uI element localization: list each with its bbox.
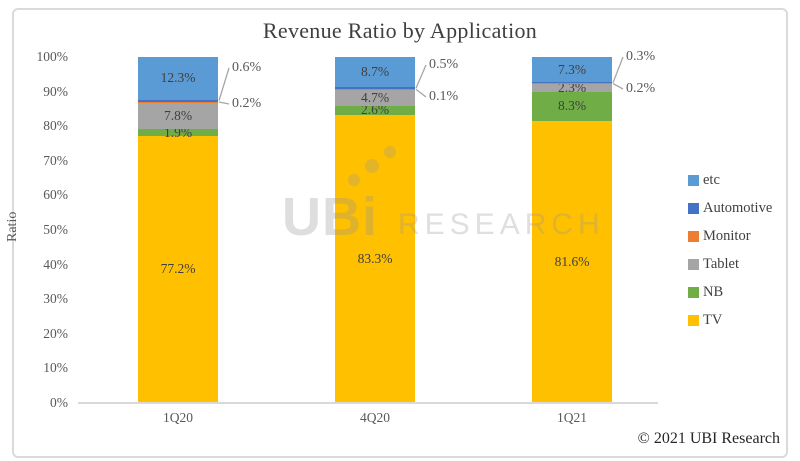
- y-tick-label: 60%: [43, 187, 68, 203]
- bar-segment-tablet-1q20: [138, 102, 218, 130]
- bar-segment-etc-1q20: [138, 57, 218, 100]
- legend-swatch-icon: [688, 258, 699, 270]
- legend-swatch-icon: [688, 174, 699, 186]
- segment-data-label: 8.7%: [360, 64, 390, 80]
- legend-label: NB: [703, 283, 724, 300]
- legend-label: TV: [703, 311, 723, 328]
- x-axis-label: 4Q20: [360, 410, 390, 425]
- y-tick-label: 90%: [43, 83, 68, 99]
- callout-label-automotive-4q20: 0.5%: [429, 57, 459, 72]
- legend-item-tablet: Tablet: [688, 250, 772, 278]
- y-tick-label: 10%: [43, 360, 68, 376]
- segment-data-label: 81.6%: [554, 253, 590, 269]
- bar-segment-tablet-4q20: [335, 89, 415, 106]
- y-tick-label: 20%: [43, 325, 68, 341]
- bar-segment-tv-4q20: [335, 114, 415, 403]
- segment-data-label: 4.7%: [360, 89, 390, 105]
- y-tick-label: 40%: [43, 256, 68, 272]
- bar-segment-automotive-1q20: [138, 99, 218, 102]
- callout-label-automotive-1q21: 0.3%: [626, 49, 656, 64]
- legend-item-automotive: Automotive: [688, 194, 772, 222]
- x-axis-label: 1Q21: [557, 410, 587, 425]
- segment-data-label: 7.8%: [163, 107, 193, 123]
- bar-segment-etc-1q21: [532, 57, 612, 83]
- legend-swatch-icon: [688, 202, 699, 214]
- callout-label-monitor-4q20: 0.1%: [429, 89, 459, 104]
- bar-segment-automotive-1q21: [532, 82, 612, 84]
- segment-data-label: 77.2%: [160, 261, 196, 277]
- bar-segment-nb-1q21: [532, 91, 612, 121]
- legend-swatch-icon: [688, 286, 699, 298]
- legend-label: Automotive: [703, 199, 773, 216]
- legend-label: Tablet: [703, 255, 740, 272]
- legend-item-tv: TV: [688, 306, 772, 334]
- y-tick-label: 0%: [50, 395, 68, 410]
- bar-segment-monitor-1q20: [138, 101, 218, 103]
- legend-item-nb: NB: [688, 278, 772, 306]
- chart-title: Revenue Ratio by Application: [262, 18, 538, 43]
- bar-segment-nb-4q20: [335, 105, 415, 115]
- bar-segment-monitor-1q21: [532, 83, 612, 84]
- y-tick-label: 100%: [36, 49, 69, 64]
- segment-data-label: 2.6%: [360, 102, 390, 118]
- legend-swatch-icon: [688, 230, 699, 242]
- segment-data-label: 12.3%: [160, 70, 196, 86]
- legend-item-etc: etc: [688, 166, 772, 194]
- y-tick-label: 70%: [43, 152, 68, 168]
- segment-data-label: 7.3%: [557, 61, 587, 77]
- legend-item-monitor: Monitor: [688, 222, 772, 250]
- bar-segment-tablet-1q21: [532, 83, 612, 92]
- copyright: © 2021 UBI Research: [637, 430, 780, 447]
- bar-segment-automotive-4q20: [335, 87, 415, 90]
- bar-segment-tv-1q20: [138, 135, 218, 403]
- legend-label: Monitor: [703, 227, 751, 244]
- segment-data-label: 8.3%: [557, 98, 587, 114]
- legend: etc Automotive Monitor Tablet NB TV: [688, 166, 772, 334]
- y-tick-label: 30%: [43, 291, 68, 307]
- segment-data-label: 83.3%: [357, 250, 393, 266]
- legend-swatch-icon: [688, 314, 699, 326]
- bar-segment-etc-4q20: [335, 57, 415, 88]
- callout-label-monitor-1q21: 0.2%: [626, 81, 656, 96]
- callout-label-automotive-1q20: 0.6%: [232, 60, 262, 75]
- callout-label-monitor-1q20: 0.2%: [232, 96, 262, 111]
- y-tick-label: 80%: [43, 118, 68, 134]
- x-axis-line: [78, 402, 658, 404]
- bar-segment-nb-1q20: [138, 129, 218, 136]
- bar-segment-tv-1q21: [532, 120, 612, 403]
- y-tick-label: 50%: [43, 222, 68, 237]
- x-axis-label: 1Q20: [163, 410, 193, 425]
- legend-label: etc: [703, 171, 720, 188]
